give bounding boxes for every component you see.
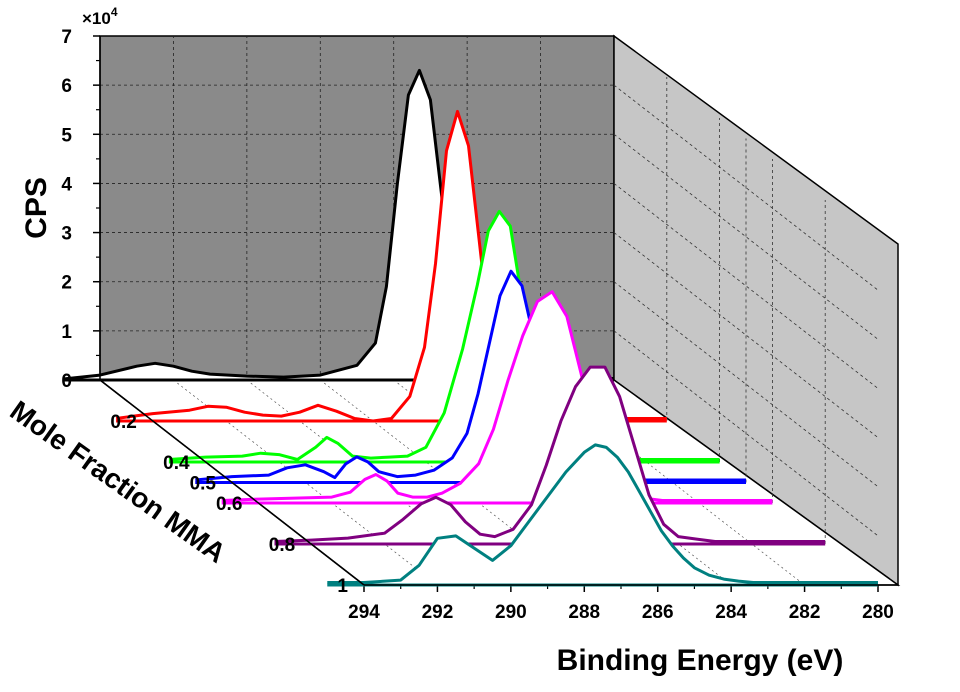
depth-tick-label: 0.2 (110, 412, 136, 433)
y-multiplier: ×104 (82, 5, 118, 28)
series-fill (327, 444, 878, 585)
y-tick-label: 3 (61, 224, 72, 245)
series-line (327, 443, 878, 584)
y-axis-title: CPS (20, 177, 53, 239)
side-wall-gridline-y (613, 84, 879, 291)
series-line (274, 365, 826, 543)
x-tick-label: 292 (422, 602, 454, 623)
floor-gridline-x (320, 379, 585, 586)
x-tick-label: 282 (789, 602, 821, 623)
y-tick-label: 5 (61, 125, 72, 146)
y-tick-label: 7 (61, 27, 72, 48)
depth-axis-line (99, 379, 365, 586)
series-group (63, 68, 878, 587)
x-tick-label: 290 (495, 602, 527, 623)
y-tick-label: 6 (61, 76, 72, 97)
depth-tick-label: 0.8 (269, 535, 295, 556)
side-wall-gridline-y (613, 281, 879, 488)
depth-tick-label: 0.5 (190, 474, 217, 495)
series-fill (221, 291, 773, 503)
side-wall-gridline-y (613, 183, 879, 389)
y-tick-label: 2 (61, 273, 72, 294)
series-fill (195, 271, 747, 483)
y-tick-label: 4 (61, 174, 72, 195)
x-tick-label: 284 (715, 602, 747, 623)
depth-tick-label: 0.4 (163, 453, 190, 474)
side-wall-gridline-y (613, 330, 879, 537)
x-axis-title: Binding Energy (eV) (557, 644, 844, 677)
side-wall-gridline-y (613, 133, 879, 340)
x-tick-label: 294 (348, 602, 380, 623)
x-tick-label: 288 (568, 602, 600, 623)
y-tick-label: 1 (61, 322, 72, 343)
depth-tick-label: 1 (337, 576, 348, 597)
x-tick-label: 286 (642, 602, 674, 623)
side-wall-gridline-y (613, 232, 879, 438)
y-tick-label: 0 (61, 371, 72, 392)
depth-tick-label: 0.6 (216, 494, 242, 515)
x-tick-label: 280 (862, 602, 894, 623)
